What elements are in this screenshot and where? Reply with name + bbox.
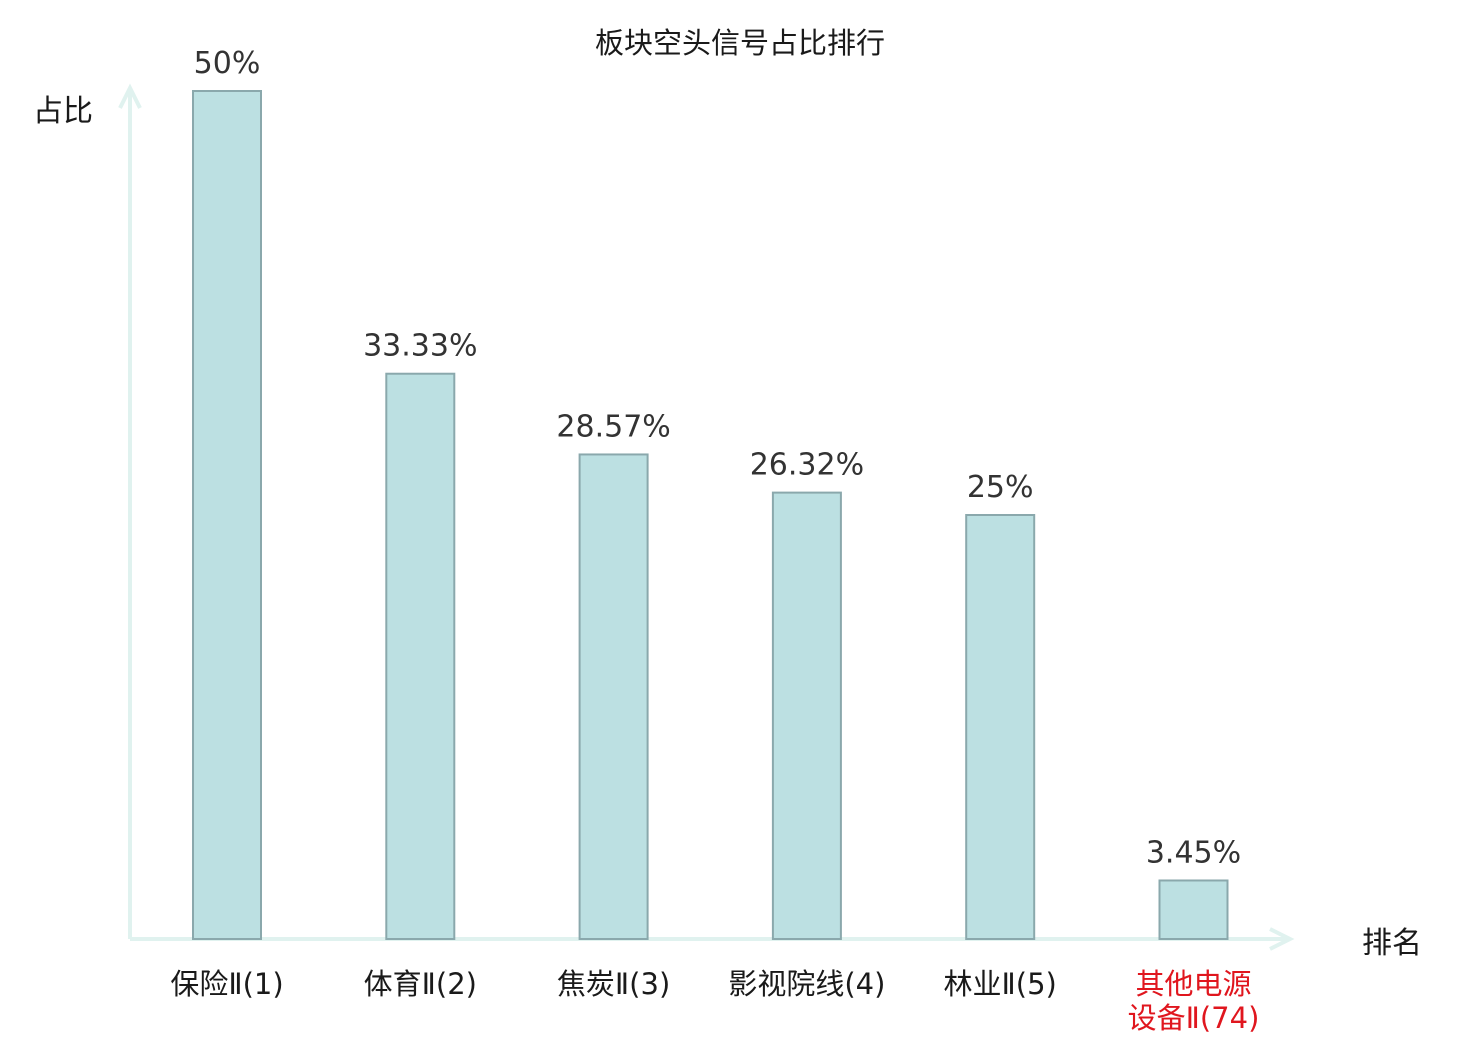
bar-value-label: 25%: [967, 470, 1034, 505]
bar-value-label: 33.33%: [363, 329, 477, 364]
x-tick-label: 影视院线(4): [728, 967, 885, 1001]
bar: [578, 453, 649, 940]
bar-value-label: 26.32%: [750, 448, 864, 483]
y-axis-arrow: [118, 83, 142, 109]
axes: [118, 83, 1295, 951]
x-tick-label: 焦炭Ⅱ(3): [557, 967, 670, 1001]
x-axis-arrow: [1269, 927, 1295, 951]
bar: [192, 90, 262, 940]
bar-value-label: 3.45%: [1146, 835, 1241, 870]
bar: [1158, 879, 1229, 940]
x-tick-label: 其他电源: [1135, 967, 1251, 1001]
x-tick-label: 体育Ⅱ(2): [364, 967, 477, 1001]
x-tick-label: 林业Ⅱ(5): [944, 967, 1057, 1001]
bar: [385, 372, 456, 940]
x-tick-label: 保险Ⅱ(1): [170, 967, 283, 1001]
x-axis-label: 排名: [1362, 926, 1422, 961]
chart-title: 板块空头信号占比排行: [595, 26, 885, 60]
bar: [771, 491, 842, 940]
bar-value-label: 50%: [194, 46, 261, 81]
y-axis-label: 占比: [33, 94, 93, 129]
bar: [965, 514, 1036, 940]
bars-group: 50% 保险Ⅱ(1) 33.33% 体育Ⅱ(2) 28.57% 焦炭Ⅱ(3) 26.32% 影…: [170, 46, 1259, 1035]
bar-value-label: 28.57%: [556, 409, 670, 444]
x-tick-label: 设备Ⅱ(74): [1128, 1001, 1260, 1035]
